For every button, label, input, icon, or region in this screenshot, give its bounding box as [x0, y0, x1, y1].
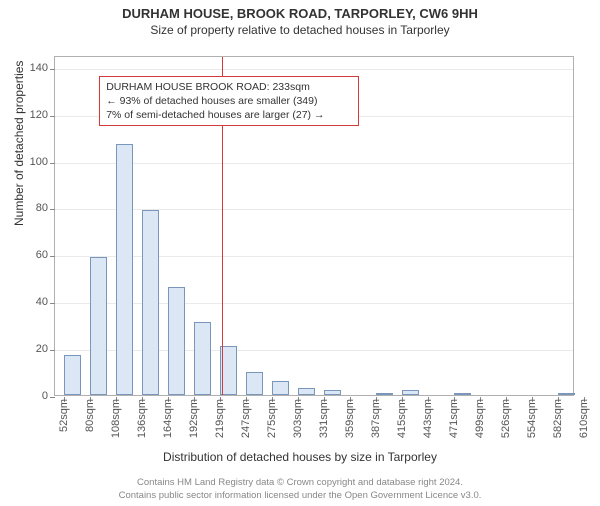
- histogram-bar: [402, 390, 419, 395]
- histogram-bar: [324, 390, 341, 395]
- histogram-bar: [246, 372, 263, 395]
- ytick-mark: [50, 163, 55, 164]
- xtick-label: 554sqm: [526, 399, 538, 438]
- ytick-label: 0: [18, 390, 48, 402]
- ytick-label: 140: [18, 62, 48, 74]
- ytick-mark: [50, 69, 55, 70]
- chart-container: DURHAM HOUSE, BROOK ROAD, TARPORLEY, CW6…: [0, 6, 600, 506]
- xtick-label: 387sqm: [370, 399, 382, 438]
- histogram-bar: [64, 355, 81, 395]
- xtick-label: 192sqm: [188, 399, 200, 438]
- histogram-bar: [194, 322, 211, 395]
- histogram-bar: [90, 257, 107, 395]
- histogram-bar: [116, 144, 133, 395]
- xtick-label: 247sqm: [240, 399, 252, 438]
- ytick-label: 80: [18, 202, 48, 214]
- ytick-mark: [50, 303, 55, 304]
- footer-line1: Contains HM Land Registry data © Crown c…: [0, 477, 600, 489]
- xtick-label: 275sqm: [266, 399, 278, 438]
- ytick-mark: [50, 256, 55, 257]
- ytick-label: 40: [18, 296, 48, 308]
- histogram-bar: [168, 287, 185, 395]
- ytick-label: 100: [18, 156, 48, 168]
- ytick-label: 120: [18, 109, 48, 121]
- histogram-bar: [272, 381, 289, 395]
- footer-line2: Contains public sector information licen…: [0, 490, 600, 502]
- xtick-label: 52sqm: [58, 399, 70, 432]
- gridline: [55, 69, 573, 70]
- xtick-label: 582sqm: [552, 399, 564, 438]
- xtick-label: 499sqm: [474, 399, 486, 438]
- chart-title-sub: Size of property relative to detached ho…: [0, 23, 600, 37]
- xtick-label: 80sqm: [84, 399, 96, 432]
- ytick-mark: [50, 397, 55, 398]
- xtick-label: 443sqm: [422, 399, 434, 438]
- xtick-label: 164sqm: [162, 399, 174, 438]
- ytick-mark: [50, 116, 55, 117]
- xtick-label: 359sqm: [344, 399, 356, 438]
- xtick-label: 610sqm: [578, 399, 590, 438]
- footer-attribution: Contains HM Land Registry data © Crown c…: [0, 477, 600, 502]
- xtick-label: 415sqm: [396, 399, 408, 438]
- xtick-label: 219sqm: [214, 399, 226, 438]
- xtick-label: 471sqm: [448, 399, 460, 438]
- xtick-label: 108sqm: [110, 399, 122, 438]
- ytick-mark: [50, 350, 55, 351]
- histogram-bar: [376, 393, 393, 395]
- y-axis-title: Number of detached properties: [12, 61, 26, 226]
- ytick-label: 60: [18, 249, 48, 261]
- histogram-bar: [298, 388, 315, 395]
- xtick-label: 526sqm: [500, 399, 512, 438]
- ytick-mark: [50, 209, 55, 210]
- xtick-label: 303sqm: [292, 399, 304, 438]
- histogram-bar: [454, 393, 471, 395]
- xtick-label: 136sqm: [136, 399, 148, 438]
- annotation-line2: ← 93% of detached houses are smaller (34…: [106, 94, 352, 108]
- annotation-box: DURHAM HOUSE BROOK ROAD: 233sqm← 93% of …: [99, 76, 359, 127]
- xtick-label: 331sqm: [318, 399, 330, 438]
- ytick-label: 20: [18, 343, 48, 355]
- histogram-bar: [142, 210, 159, 395]
- annotation-line3: 7% of semi-detached houses are larger (2…: [106, 108, 352, 122]
- x-axis-title: Distribution of detached houses by size …: [0, 450, 600, 464]
- histogram-bar: [558, 393, 575, 395]
- plot-area: DURHAM HOUSE BROOK ROAD: 233sqm← 93% of …: [54, 56, 574, 396]
- annotation-line1: DURHAM HOUSE BROOK ROAD: 233sqm: [106, 80, 352, 94]
- chart-title-main: DURHAM HOUSE, BROOK ROAD, TARPORLEY, CW6…: [0, 6, 600, 21]
